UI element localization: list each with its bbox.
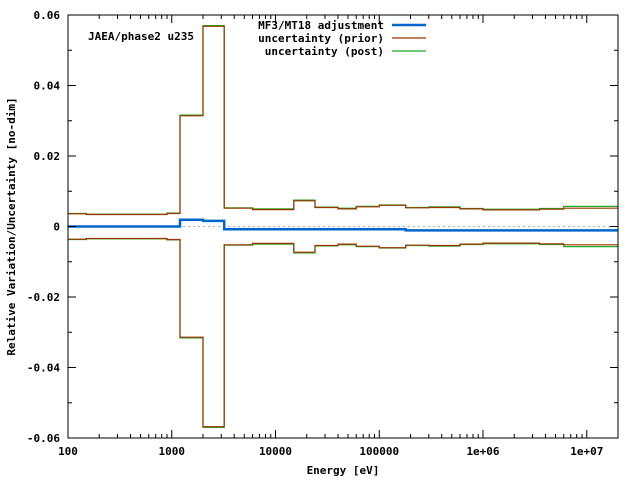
chart-annotation: JAEA/phase2 u235 [88,30,194,43]
y-tick-label: 0.04 [34,80,61,93]
legend-label: uncertainty (post) [265,45,384,58]
x-tick-label: 100000 [359,445,399,458]
y-tick-label: -0.02 [27,291,60,304]
y-axis-label: Relative Variation/Uncertainty [no-dim] [5,97,18,355]
x-tick-label: 1e+07 [570,445,603,458]
y-tick-label: 0.02 [34,150,61,163]
series-mf3-mt18-adjustment-line [68,218,618,232]
x-tick-label: 1e+06 [466,445,499,458]
x-tick-label: 10000 [259,445,292,458]
x-axis-label: Energy [eV] [307,464,380,477]
x-tick-label: 100 [58,445,78,458]
y-tick-label: 0 [53,221,60,234]
legend-label: uncertainty (prior) [258,32,384,45]
legend-label: MF3/MT18 adjustment [258,19,384,32]
ticks-layer [67,14,618,439]
series-uncertainty-prior-mirror-line [68,237,618,428]
y-tick-label: -0.06 [27,432,60,445]
y-tick-label: 0.06 [34,9,61,22]
y-tick-label: -0.04 [27,362,60,375]
tick-labels-layer: 100 1000 10000 100000 1e+06 1e+07 -0.06 -0.04 -0… [27,9,603,458]
series-layer [68,25,618,428]
series-uncertainty-prior-line [68,25,618,216]
x-tick-label: 1000 [159,445,186,458]
